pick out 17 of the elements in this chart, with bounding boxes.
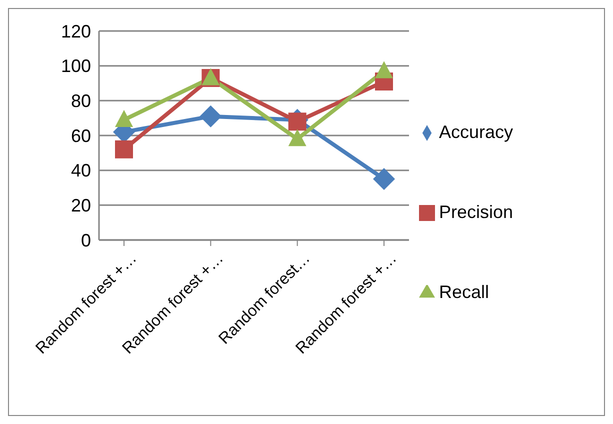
legend-label: Recall <box>439 282 490 302</box>
y-tick-label: 60 <box>70 126 91 146</box>
point <box>115 140 133 158</box>
point <box>373 168 395 190</box>
y-tick-label: 100 <box>60 56 91 76</box>
y-tick-label: 120 <box>60 21 91 42</box>
point <box>288 112 306 131</box>
y-tick-label: 20 <box>70 196 91 216</box>
y-tick-label: 40 <box>70 160 91 181</box>
legend-label: Precision <box>439 202 514 222</box>
point <box>115 110 133 128</box>
y-tick-label: 80 <box>70 91 91 112</box>
legend-label: Accuracy <box>439 122 514 142</box>
point <box>288 129 306 146</box>
point <box>200 105 222 128</box>
y-tick-label: 0 <box>80 230 91 250</box>
point <box>375 61 393 78</box>
